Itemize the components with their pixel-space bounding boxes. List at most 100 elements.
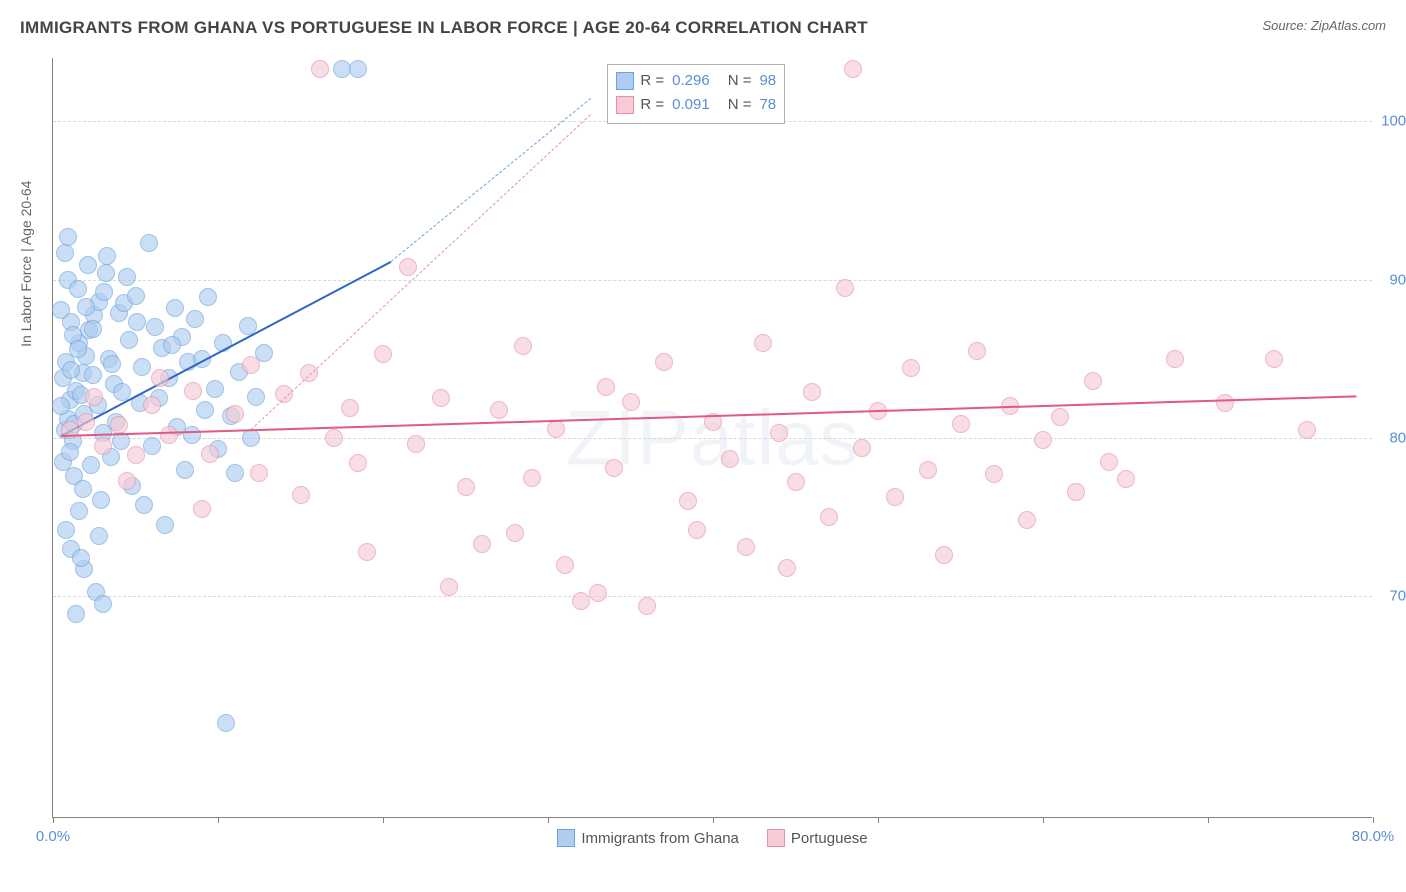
ghana-point bbox=[77, 298, 95, 316]
legend-connector bbox=[251, 114, 592, 430]
portuguese-point bbox=[160, 426, 178, 444]
ghana-point bbox=[242, 429, 260, 447]
source-label: Source: ZipAtlas.com bbox=[1262, 18, 1386, 33]
portuguese-point bbox=[770, 424, 788, 442]
series-legend-item: Portuguese bbox=[767, 829, 868, 847]
portuguese-point bbox=[292, 486, 310, 504]
portuguese-point bbox=[737, 538, 755, 556]
ghana-point bbox=[67, 605, 85, 623]
portuguese-point bbox=[836, 279, 854, 297]
portuguese-point bbox=[399, 258, 417, 276]
portuguese-point bbox=[572, 592, 590, 610]
portuguese-point bbox=[1067, 483, 1085, 501]
scatter-chart: ZIPatlas 70.0%80.0%90.0%100.0%0.0%80.0%R… bbox=[52, 58, 1372, 818]
portuguese-point bbox=[1051, 408, 1069, 426]
ghana-point bbox=[163, 336, 181, 354]
gridline bbox=[53, 596, 1372, 597]
portuguese-point bbox=[1117, 470, 1135, 488]
portuguese-point bbox=[919, 461, 937, 479]
portuguese-point bbox=[325, 429, 343, 447]
ghana-point bbox=[79, 256, 97, 274]
ghana-point bbox=[333, 60, 351, 78]
portuguese-point bbox=[1034, 431, 1052, 449]
ghana-point bbox=[349, 60, 367, 78]
ghana-point bbox=[52, 397, 70, 415]
x-tick bbox=[548, 817, 549, 823]
x-tick bbox=[53, 817, 54, 823]
series-legend-item: Immigrants from Ghana bbox=[557, 829, 739, 847]
portuguese-point bbox=[1216, 394, 1234, 412]
stat-r-value: 0.091 bbox=[672, 93, 710, 117]
legend-swatch bbox=[557, 829, 575, 847]
stats-legend-row: R =0.296N =98 bbox=[616, 69, 776, 93]
x-tick bbox=[713, 817, 714, 823]
portuguese-point bbox=[358, 543, 376, 561]
ghana-point bbox=[133, 358, 151, 376]
ghana-point bbox=[52, 301, 70, 319]
portuguese-point bbox=[523, 469, 541, 487]
x-tick bbox=[218, 817, 219, 823]
ghana-point bbox=[176, 461, 194, 479]
portuguese-point bbox=[556, 556, 574, 574]
stats-legend: R =0.296N =98R =0.091N =78 bbox=[607, 64, 785, 124]
portuguese-point bbox=[143, 396, 161, 414]
portuguese-point bbox=[250, 464, 268, 482]
portuguese-point bbox=[1018, 511, 1036, 529]
stat-n-value: 98 bbox=[759, 69, 776, 93]
ghana-point bbox=[127, 287, 145, 305]
ghana-point bbox=[72, 549, 90, 567]
portuguese-point bbox=[853, 439, 871, 457]
portuguese-point bbox=[935, 546, 953, 564]
ghana-point bbox=[247, 388, 265, 406]
portuguese-point bbox=[77, 413, 95, 431]
stats-legend-row: R =0.091N =78 bbox=[616, 93, 776, 117]
portuguese-point bbox=[622, 393, 640, 411]
stat-n-label: N = bbox=[728, 93, 752, 117]
legend-swatch bbox=[767, 829, 785, 847]
ghana-point bbox=[90, 527, 108, 545]
legend-swatch bbox=[616, 72, 634, 90]
portuguese-point bbox=[151, 369, 169, 387]
portuguese-point bbox=[952, 415, 970, 433]
y-tick-label: 70.0% bbox=[1389, 588, 1406, 605]
ghana-point bbox=[70, 502, 88, 520]
portuguese-point bbox=[1265, 350, 1283, 368]
portuguese-point bbox=[638, 597, 656, 615]
ghana-point bbox=[156, 516, 174, 534]
ghana-point bbox=[98, 247, 116, 265]
ghana-point bbox=[56, 244, 74, 262]
portuguese-point bbox=[127, 446, 145, 464]
stat-r-value: 0.296 bbox=[672, 69, 710, 93]
ghana-point bbox=[186, 310, 204, 328]
portuguese-point bbox=[118, 472, 136, 490]
y-tick-label: 80.0% bbox=[1389, 430, 1406, 447]
ghana-point bbox=[62, 361, 80, 379]
ghana-point bbox=[118, 268, 136, 286]
portuguese-point bbox=[820, 508, 838, 526]
ghana-point bbox=[97, 264, 115, 282]
portuguese-point bbox=[1100, 453, 1118, 471]
ghana-point bbox=[69, 280, 87, 298]
stat-r-label: R = bbox=[640, 69, 664, 93]
series-legend-label: Portuguese bbox=[791, 830, 868, 847]
portuguese-point bbox=[803, 383, 821, 401]
portuguese-point bbox=[605, 459, 623, 477]
ghana-point bbox=[128, 313, 146, 331]
portuguese-point bbox=[201, 445, 219, 463]
portuguese-point bbox=[490, 401, 508, 419]
stat-n-value: 78 bbox=[759, 93, 776, 117]
ghana-point bbox=[94, 595, 112, 613]
portuguese-point bbox=[193, 500, 211, 518]
ghana-point bbox=[166, 299, 184, 317]
y-tick-label: 90.0% bbox=[1389, 271, 1406, 288]
x-tick bbox=[1043, 817, 1044, 823]
portuguese-point bbox=[1166, 350, 1184, 368]
portuguese-point bbox=[1084, 372, 1102, 390]
x-tick bbox=[1373, 817, 1374, 823]
portuguese-point bbox=[349, 454, 367, 472]
ghana-point bbox=[84, 366, 102, 384]
portuguese-point bbox=[94, 437, 112, 455]
ghana-point bbox=[140, 234, 158, 252]
portuguese-point bbox=[85, 388, 103, 406]
portuguese-point bbox=[457, 478, 475, 496]
